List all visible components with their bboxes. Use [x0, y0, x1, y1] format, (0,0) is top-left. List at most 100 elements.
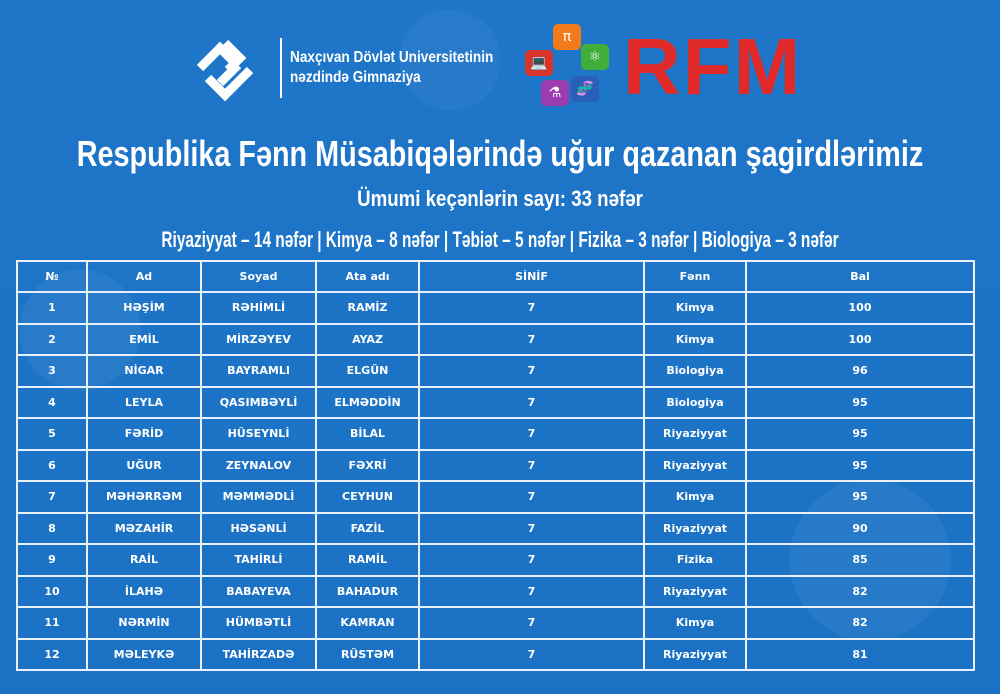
cell-number: 1 — [16, 291, 88, 325]
column-header-first-name: Ad — [86, 260, 202, 293]
cell-grade: 7 — [418, 574, 645, 608]
cell-score: 95 — [745, 480, 975, 514]
cell-first-name: UĞUR — [86, 448, 202, 482]
cell-father-name: RAMİZ — [315, 291, 420, 325]
total-count: Ümumi keçənlərin sayı: 33 nəfər — [357, 186, 643, 211]
cell-grade: 7 — [418, 448, 645, 482]
cell-surname: HÜSEYNLİ — [200, 417, 317, 451]
cell-score: 81 — [745, 637, 975, 671]
cell-number: 3 — [16, 354, 88, 388]
institution-line-2: nəzdində Gimnaziya — [290, 68, 421, 86]
institution-line-1: Naxçıvan Dövlət Universitetinin — [290, 48, 494, 66]
cell-father-name: ELGÜN — [315, 354, 420, 388]
cell-first-name: MƏZAHİR — [86, 511, 202, 545]
cell-subject: Fizika — [643, 543, 747, 577]
subject-icons: 💻 π ⚛ ⚗ 🧬 — [525, 22, 615, 112]
cell-subject: Kimya — [643, 606, 747, 640]
cell-grade: 7 — [418, 480, 645, 514]
cell-grade: 7 — [418, 385, 645, 419]
cell-subject: Kimya — [643, 322, 747, 356]
institution-name: Naxçıvan Dövlət Universitetinin nəzdində… — [290, 48, 493, 88]
cell-grade: 7 — [418, 511, 645, 545]
cell-surname: TAHİRLİ — [200, 543, 317, 577]
cell-subject: Kimya — [643, 291, 747, 325]
cell-first-name: FƏRİD — [86, 417, 202, 451]
column-header-grade: SİNİF — [418, 260, 645, 293]
cell-grade: 7 — [418, 354, 645, 388]
cell-father-name: ELMƏDDİN — [315, 385, 420, 419]
table-row: 7 MƏHƏRRƏM MƏMMƏDLİ CEYHUN 7 Kimya 95 — [16, 480, 975, 514]
table-row: 8 MƏZAHİR HƏSƏNLİ FAZİL 7 Riyaziyyat 90 — [16, 511, 975, 545]
table-row: 5 FƏRİD HÜSEYNLİ BİLAL 7 Riyaziyyat 95 — [16, 417, 975, 451]
table-row: 1 HƏŞİM RƏHİMLİ RAMİZ 7 Kimya 100 — [16, 291, 975, 325]
page-title: Respublika Fənn Müsabiqələrində uğur qaz… — [76, 133, 924, 174]
rfm-logo: 💻 π ⚛ ⚗ 🧬 RFM — [525, 22, 802, 112]
cell-first-name: HƏŞİM — [86, 291, 202, 325]
column-header-father-name: Ata adı — [315, 260, 420, 293]
cell-subject: Riyaziyyat — [643, 637, 747, 671]
cell-score: 90 — [745, 511, 975, 545]
table-row: 3 NİGAR BAYRAMLI ELGÜN 7 Biologiya 96 — [16, 354, 975, 388]
cell-father-name: RAMİL — [315, 543, 420, 577]
cell-first-name: MƏLEYKƏ — [86, 637, 202, 671]
subject-counts: Riyaziyyat – 14 nəfər | Kimya – 8 nəfər … — [161, 227, 839, 252]
table-row: 6 UĞUR ZEYNALOV FƏXRİ 7 Riyaziyyat 95 — [16, 448, 975, 482]
cell-subject: Riyaziyyat — [643, 511, 747, 545]
school-logo-block: Naxçıvan Dövlət Universitetinin nəzdində… — [180, 20, 529, 115]
cell-surname: MƏMMƏDLİ — [200, 480, 317, 514]
cell-grade: 7 — [418, 543, 645, 577]
cell-score: 100 — [745, 291, 975, 325]
cell-surname: QASIMBƏYLİ — [200, 385, 317, 419]
cell-father-name: FƏXRİ — [315, 448, 420, 482]
cell-grade: 7 — [418, 417, 645, 451]
cell-subject: Kimya — [643, 480, 747, 514]
cell-number: 9 — [16, 543, 88, 577]
cell-score: 82 — [745, 606, 975, 640]
table-header-row: № Ad Soyad Ata adı SİNİF Fənn Bal — [16, 260, 975, 293]
cell-subject: Biologiya — [643, 385, 747, 419]
table-row: 9 RAİL TAHİRLİ RAMİL 7 Fizika 85 — [16, 543, 975, 577]
table-row: 11 NƏRMİN HÜMBƏTLİ KAMRAN 7 Kimya 82 — [16, 606, 975, 640]
cell-grade: 7 — [418, 322, 645, 356]
cell-score: 100 — [745, 322, 975, 356]
cell-score: 95 — [745, 417, 975, 451]
column-header-score: Bal — [745, 260, 975, 293]
cell-score: 96 — [745, 354, 975, 388]
cell-first-name: RAİL — [86, 543, 202, 577]
laptop-icon: 💻 — [525, 50, 553, 76]
table-row: 10 İLAHƏ BABAYEVA BAHADUR 7 Riyaziyyat 82 — [16, 574, 975, 608]
cell-surname: BAYRAMLI — [200, 354, 317, 388]
column-header-surname: Soyad — [200, 260, 317, 293]
cell-number: 6 — [16, 448, 88, 482]
cell-score: 95 — [745, 448, 975, 482]
cell-father-name: FAZİL — [315, 511, 420, 545]
dna-icon: 🧬 — [571, 76, 599, 102]
pi-icon: π — [553, 24, 581, 50]
cell-number: 12 — [16, 637, 88, 671]
cell-number: 8 — [16, 511, 88, 545]
flask-icon: ⚗ — [541, 80, 569, 106]
logo-separator — [280, 37, 282, 98]
cell-father-name: RÜSTƏM — [315, 637, 420, 671]
cell-score: 82 — [745, 574, 975, 608]
cell-first-name: İLAHƏ — [86, 574, 202, 608]
cell-score: 85 — [745, 543, 975, 577]
cell-number: 4 — [16, 385, 88, 419]
cell-surname: RƏHİMLİ — [200, 291, 317, 325]
cell-first-name: LEYLA — [86, 385, 202, 419]
cell-surname: HÜMBƏTLİ — [200, 606, 317, 640]
cell-surname: ZEYNALOV — [200, 448, 317, 482]
cell-number: 2 — [16, 322, 88, 356]
cell-first-name: MƏHƏRRƏM — [86, 480, 202, 514]
cell-number: 5 — [16, 417, 88, 451]
cell-first-name: EMİL — [86, 322, 202, 356]
cell-father-name: AYAZ — [315, 322, 420, 356]
cell-surname: BABAYEVA — [200, 574, 317, 608]
cell-subject: Riyaziyyat — [643, 574, 747, 608]
table-row: 12 MƏLEYKƏ TAHİRZADƏ RÜSTƏM 7 Riyaziyyat 81 — [16, 637, 975, 671]
cell-first-name: NİGAR — [86, 354, 202, 388]
column-header-number: № — [16, 260, 88, 293]
cell-surname: TAHİRZADƏ — [200, 637, 317, 671]
cell-grade: 7 — [418, 291, 645, 325]
cell-grade: 7 — [418, 606, 645, 640]
